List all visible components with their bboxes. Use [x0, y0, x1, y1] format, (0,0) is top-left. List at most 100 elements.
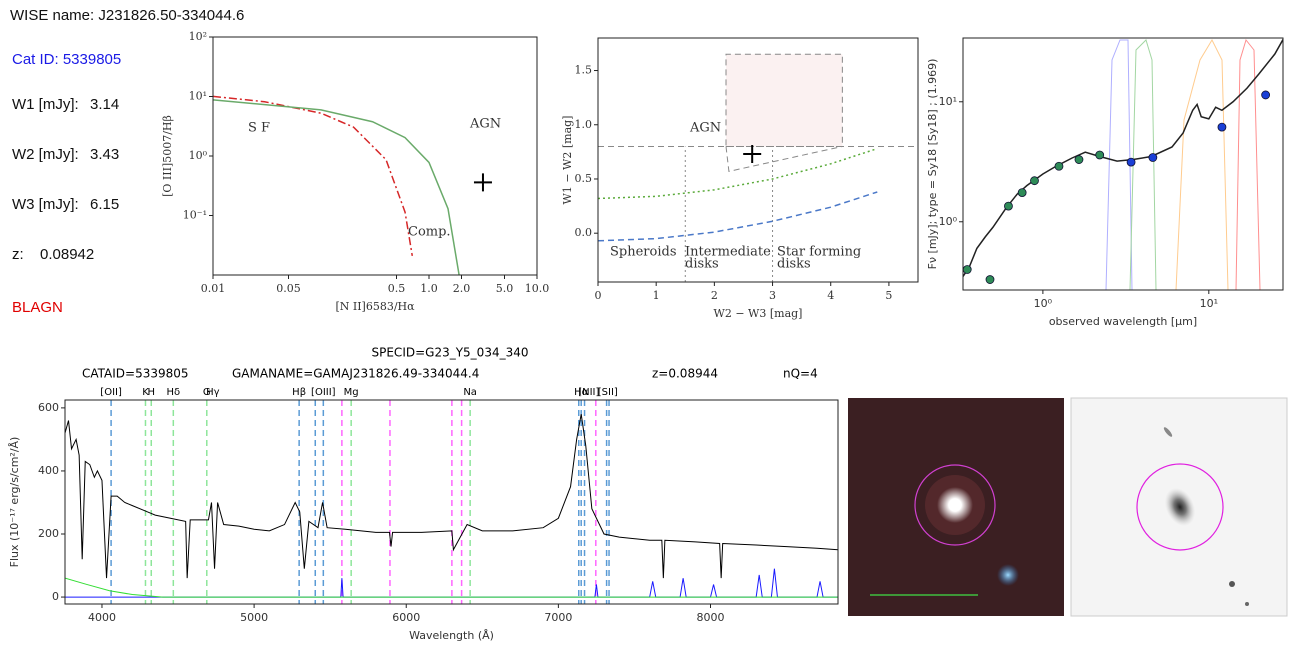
chart-subtitle: z=0.08944	[652, 367, 718, 381]
data-point	[1126, 157, 1136, 167]
series-line	[65, 577, 838, 598]
y-tick-label: 10⁰	[189, 149, 208, 162]
annotation: AGN	[689, 121, 721, 136]
info-value: 3.14	[90, 96, 119, 113]
y-tick-label: 1.5	[575, 64, 593, 77]
data-point	[1030, 176, 1039, 186]
info-value: 0.08942	[40, 246, 94, 263]
y-tick-label: 10⁰	[939, 215, 958, 228]
spectral-line-label: [OII]	[100, 387, 122, 398]
annotation: disks	[685, 257, 719, 272]
series-line	[213, 95, 414, 256]
wise-name: WISE name: J231826.50-334044.6	[10, 7, 244, 24]
series-line	[963, 39, 1283, 277]
spectral-line-label: Hβ	[292, 387, 306, 398]
series-line	[598, 147, 878, 200]
y-tick-label: 0	[52, 590, 59, 603]
x-tick-label: 0.01	[201, 282, 226, 295]
chart-title: SPECID=G23_Y5_034_340	[372, 346, 529, 360]
galaxy	[937, 487, 973, 523]
x-tick-label: 0.05	[276, 282, 301, 295]
plot-area	[598, 53, 918, 282]
x-tick-label: 1.0	[420, 282, 438, 295]
y-tick-label: 400	[38, 464, 59, 477]
filter-curves	[1105, 38, 1261, 291]
aperture	[914, 464, 996, 546]
axes-frame	[597, 37, 919, 283]
y-tick-label: 10¹	[189, 90, 207, 103]
data-point	[1017, 188, 1027, 198]
data-point	[1217, 122, 1227, 132]
spectral-line-label: [SII]	[598, 387, 618, 398]
axes-frame	[64, 399, 839, 605]
data-point	[473, 173, 492, 192]
x-tick-label: 2	[711, 289, 718, 302]
class-label: BLAGN	[12, 299, 63, 316]
annotation: disks	[777, 257, 811, 272]
x-tick-label: 5000	[240, 611, 268, 624]
info-label: W2 [mJy]:	[12, 146, 79, 163]
info-label: W1 [mJy]:	[12, 96, 79, 113]
filter-w3	[1175, 38, 1229, 291]
spectral-line-label: Na	[463, 387, 477, 398]
chart: 0.01 0.05 0.5 1.0 2.0 5.0 10.0 10² 10¹ 10⁰ 10⁻¹ [N …	[161, 30, 549, 313]
data-point	[743, 145, 762, 164]
data-point	[1004, 201, 1013, 211]
x-tick-label: 8000	[697, 611, 725, 624]
data-point	[963, 265, 972, 274]
y-tick-label: 10¹	[939, 95, 957, 108]
spectral-line-label: Hα	[574, 387, 589, 398]
x-tick-label: 5	[885, 289, 892, 302]
filter-w2	[1129, 39, 1157, 291]
cat-id: Cat ID: 5339805	[12, 51, 121, 68]
data-point	[1148, 153, 1158, 162]
info-value: 3.43	[90, 146, 119, 163]
spectral-line-label: [OIII]	[311, 387, 336, 398]
plot-area	[65, 400, 838, 604]
x-axis-label: W2 − W3 [mag]	[714, 307, 803, 320]
series-line	[213, 99, 460, 275]
series-line	[65, 414, 838, 579]
aperture	[1136, 463, 1224, 551]
y-tick-label: 200	[38, 527, 59, 540]
y-tick-label: 1.0	[575, 118, 593, 131]
y-tick-label: 10²	[189, 30, 207, 43]
chart-subtitle: nQ=4	[783, 367, 818, 381]
spectral-line-label: H	[147, 387, 155, 398]
neighbor	[1163, 427, 1173, 437]
info-label: W3 [mJy]:	[12, 196, 79, 213]
x-tick-label: 10¹	[1200, 297, 1218, 310]
spectral-line-label: G	[203, 387, 211, 398]
annotation: S F	[248, 121, 270, 136]
region-boundary	[725, 53, 843, 147]
data-point	[1074, 155, 1084, 164]
x-axis-label: Wavelength (Å)	[409, 629, 494, 642]
plot-area	[963, 39, 1283, 284]
axes-frame	[212, 36, 538, 276]
x-tick-label: 10.0	[525, 282, 550, 295]
galaxy	[1164, 487, 1196, 527]
y-axis-label: Flux (10⁻¹⁷ erg/s/cm²/Å)	[8, 437, 21, 568]
y-axis-label: [O III]5007/Hβ	[161, 115, 174, 197]
data-point	[1054, 161, 1064, 171]
filter-w4	[1235, 38, 1261, 291]
y-axis-label: Fν [mJy]; type = Sy18 [Sy18] ; (1.969)	[926, 59, 939, 270]
annotation: Intermediate	[685, 245, 771, 260]
filter-w1	[1105, 39, 1133, 291]
info-value: 6.15	[90, 196, 119, 213]
x-tick-label: 3	[769, 289, 776, 302]
annotation: Comp.	[408, 225, 451, 240]
spectral-line-label: [NII]	[578, 387, 599, 398]
data-point	[985, 275, 995, 284]
chart-subtitle: GAMANAME=GAMAJ231826.49-334044.4	[232, 367, 479, 381]
y-axis-label: W1 − W2 [mag]	[561, 116, 574, 205]
x-tick-label: 0.5	[388, 282, 406, 295]
star	[997, 564, 1019, 586]
x-tick-label: 1	[653, 289, 660, 302]
annotation: Spheroids	[610, 245, 677, 260]
x-tick-label: 10⁰	[1034, 297, 1053, 310]
spectral-line-label: Hγ	[206, 387, 220, 398]
x-tick-label: 2.0	[453, 282, 471, 295]
